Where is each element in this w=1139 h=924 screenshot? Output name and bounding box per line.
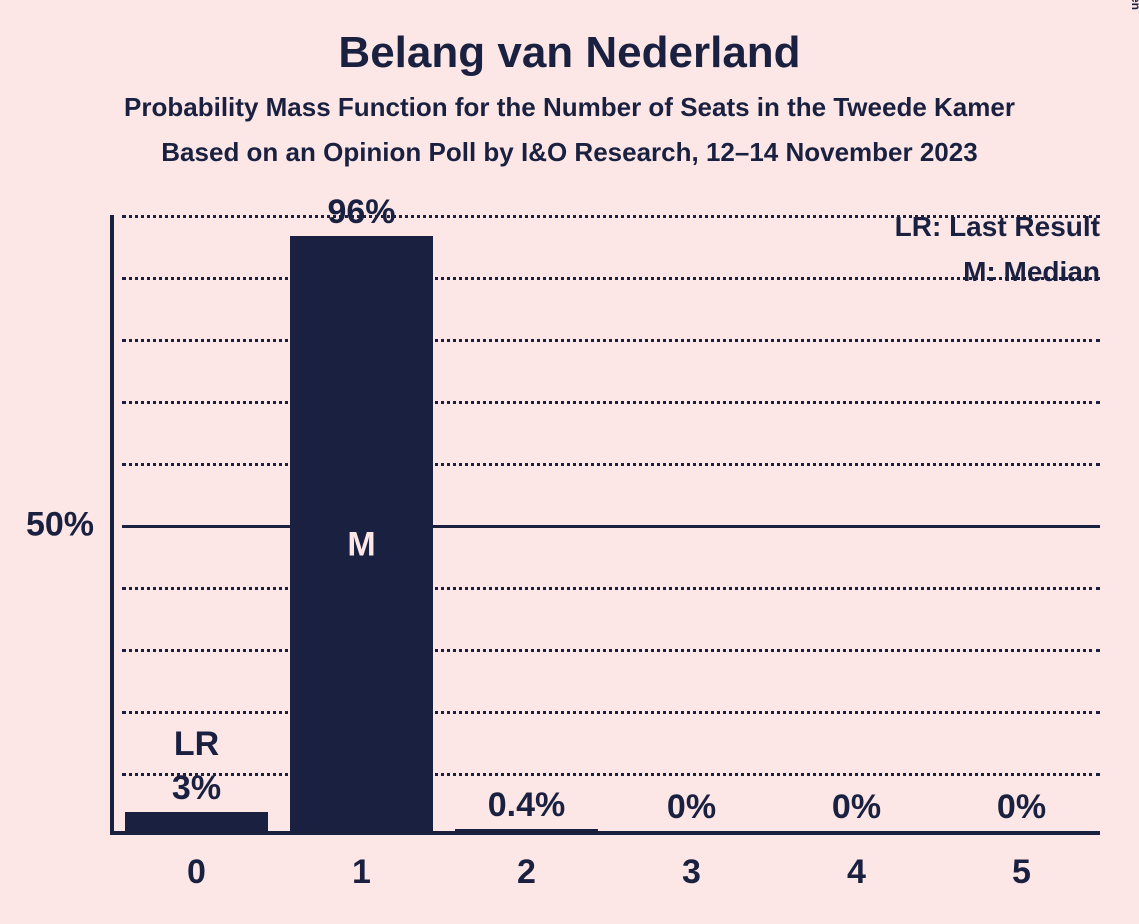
legend-lr: LR: Last Result [895,205,1100,250]
x-axis-label: 0 [187,853,206,892]
bar-value-label: 3% [172,769,221,808]
gridline [122,525,1100,528]
bar [125,812,269,831]
chart-subtitle-2: Based on an Opinion Poll by I&O Research… [0,137,1139,168]
gridline [122,649,1100,652]
legend-m: M: Median [895,250,1100,295]
gridline [122,773,1100,776]
chart-area: LR: Last Result M: Median 50%03%LR196%M2… [110,215,1100,835]
bar-value-label: 0.4% [488,786,566,825]
bar [455,829,599,831]
x-axis-label: 4 [847,853,866,892]
chart-legend: LR: Last Result M: Median [895,205,1100,295]
bar-value-label: 0% [832,788,881,827]
gridline [122,463,1100,466]
y-axis [110,215,114,835]
x-axis-label: 3 [682,853,701,892]
gridline [122,587,1100,590]
copyright-text: © 2023 Filip van Laenen [1129,0,1139,10]
x-axis-label: 2 [517,853,536,892]
gridline [122,339,1100,342]
x-axis-label: 5 [1012,853,1031,892]
gridline [122,215,1100,218]
gridline [122,711,1100,714]
gridline [122,401,1100,404]
bar-value-label: 96% [327,193,395,232]
x-axis [110,831,1100,835]
x-axis-label: 1 [352,853,371,892]
bar-value-label: 0% [997,788,1046,827]
gridline [122,277,1100,280]
median-marker: M [347,526,375,565]
bar-value-label: 0% [667,788,716,827]
chart-subtitle-1: Probability Mass Function for the Number… [0,92,1139,123]
lr-marker: LR [174,725,219,764]
chart-title: Belang van Nederland [0,0,1139,78]
y-axis-label: 50% [26,506,94,545]
